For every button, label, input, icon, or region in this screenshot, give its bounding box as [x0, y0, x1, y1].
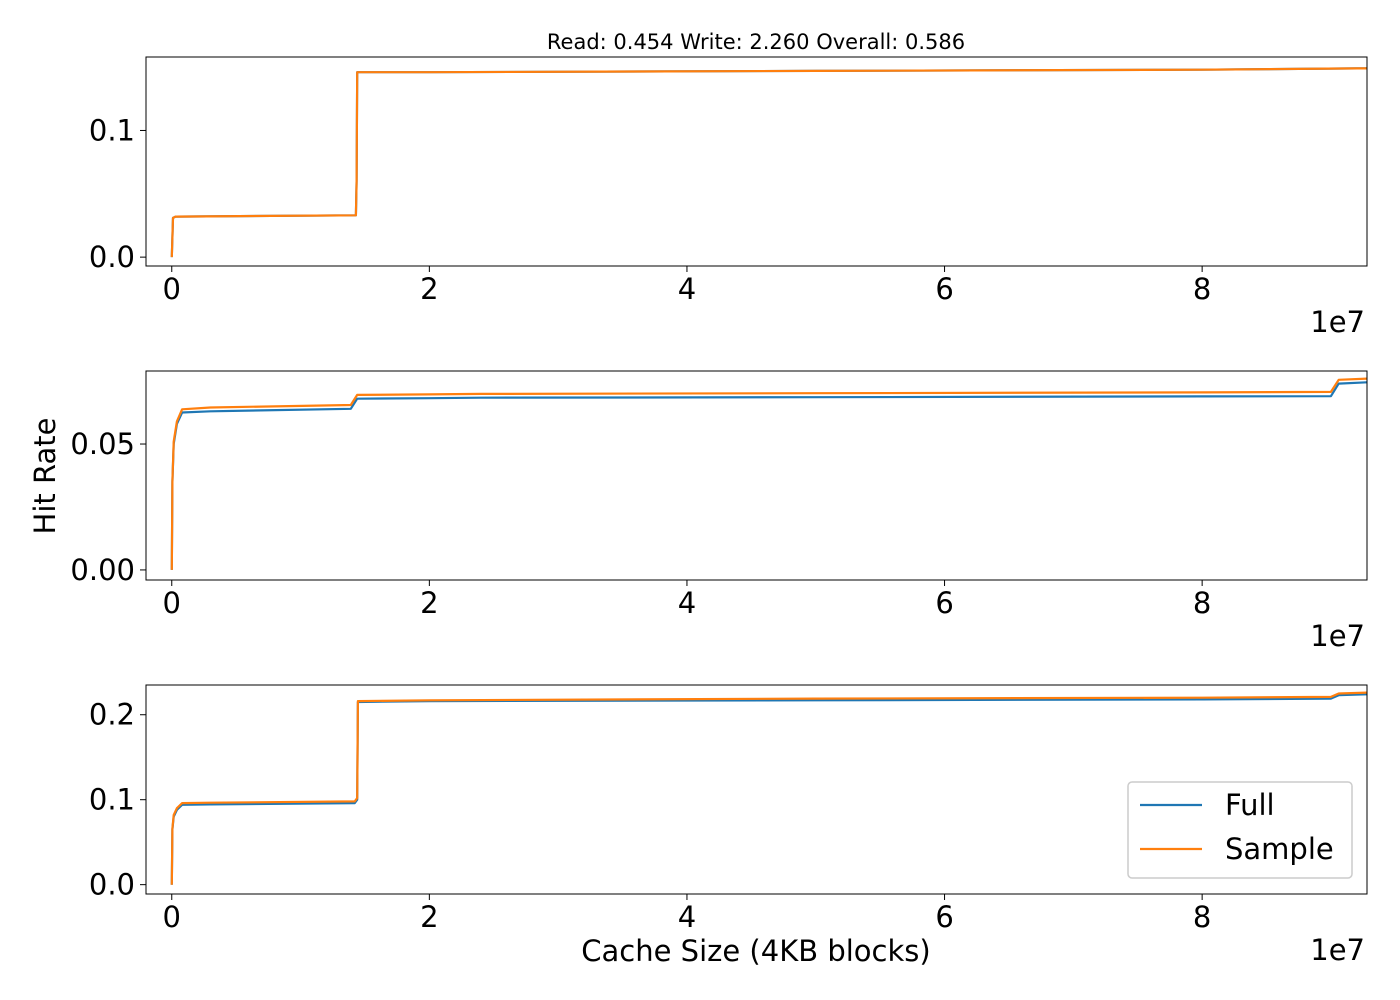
x-tick-label: 4: [678, 900, 696, 934]
x-tick-label: 0: [163, 900, 181, 934]
axes-frame: [145, 684, 1368, 895]
series-line-full: [170, 67, 1367, 258]
x-tick-label: 8: [1193, 586, 1211, 620]
x-tick-label: 2: [420, 900, 438, 934]
x-tick-label: 6: [935, 900, 953, 934]
legend-sample-label: Sample: [1225, 832, 1334, 866]
x-offset-label: 1e7: [1310, 933, 1365, 967]
y-axis-label: Hit Rate: [28, 418, 62, 535]
x-tick-label: 2: [420, 272, 438, 306]
x-tick-label: 2: [420, 586, 438, 620]
series-line-sample: [170, 691, 1368, 885]
y-tick-label: 0.05: [70, 427, 135, 461]
y-tick-label: 0.00: [70, 553, 135, 587]
axes-frame: [145, 56, 1368, 267]
legend: Full Sample: [1127, 781, 1353, 879]
series-line-sample: [170, 377, 1368, 570]
x-tick-label: 8: [1193, 900, 1211, 934]
chart-title: Read: 0.454 Write: 2.260 Overall: 0.586: [547, 30, 965, 54]
subplot-3: 0 2 4 6 8 0.0 0.1 0.2 1e7: [89, 684, 1368, 967]
x-tick-label: 0: [163, 586, 181, 620]
x-tick-label: 0: [163, 272, 181, 306]
x-offset-label: 1e7: [1310, 619, 1365, 653]
x-tick-label: 4: [678, 586, 696, 620]
legend-full-label: Full: [1225, 788, 1275, 822]
y-tick-label: 0.1: [89, 113, 135, 147]
y-tick-label: 0.0: [89, 240, 135, 274]
subplot-1: 0 2 4 6 8 0.0 0.1 1e7: [89, 56, 1368, 339]
x-tick-label: 8: [1193, 272, 1211, 306]
y-tick-label: 0.0: [89, 868, 135, 902]
axes-frame: [145, 370, 1368, 581]
series-line-full: [170, 381, 1368, 570]
y-tick-label: 0.1: [89, 783, 135, 817]
x-tick-label: 6: [935, 586, 953, 620]
x-axis-label: Cache Size (4KB blocks): [581, 934, 930, 968]
x-tick-label: 6: [935, 272, 953, 306]
series-line-sample: [170, 67, 1367, 258]
x-tick-label: 4: [678, 272, 696, 306]
x-offset-label: 1e7: [1310, 305, 1365, 339]
y-tick-label: 0.2: [89, 698, 135, 732]
subplot-2: 0 2 4 6 8 0.00 0.05 1e7: [70, 370, 1368, 653]
